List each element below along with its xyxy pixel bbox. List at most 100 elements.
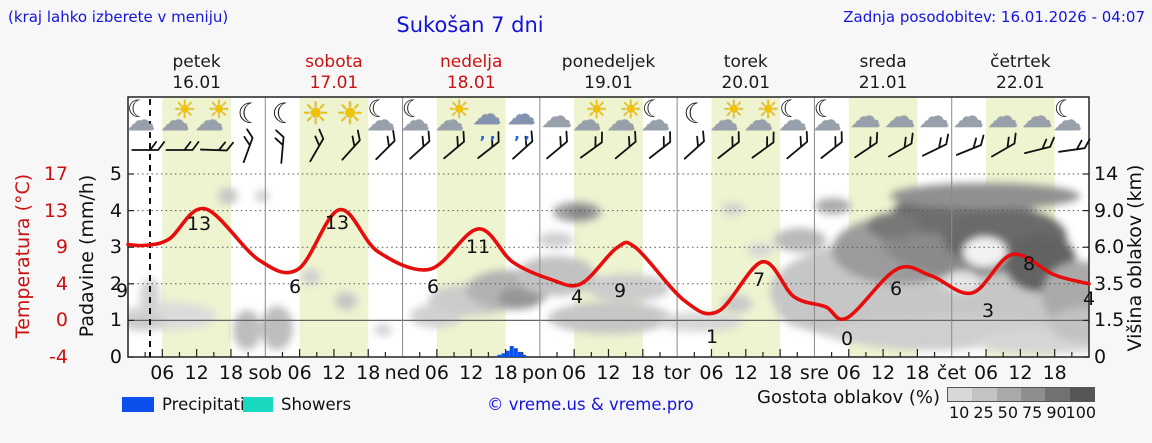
moon-icon: ☾ xyxy=(683,97,709,130)
density-scale-segment xyxy=(972,388,997,401)
cloud-icon: ☁ xyxy=(366,103,396,137)
raindrops-icon: ‚‚ xyxy=(513,124,534,143)
density-scale-segment xyxy=(948,388,973,401)
weather-icon-sun-cloud: ☀ ☁ xyxy=(709,95,747,141)
temp-tick: 4 xyxy=(55,272,68,295)
precip-tick: 4 xyxy=(109,199,122,222)
weather-icon-moon-cloud: ☾ ☁ xyxy=(640,95,678,141)
weather-icon-moon-cloud: ☾ ☁ xyxy=(126,95,163,141)
day-header-petek: petek 16.01 xyxy=(128,52,266,94)
sun-icon: ☀ xyxy=(301,96,330,132)
cloud-tick: 0 xyxy=(1094,346,1107,368)
cloud-density-legend-label: Gostota oblakov (%) xyxy=(757,387,941,408)
moon-icon: ☾ xyxy=(779,95,801,123)
cloud-icon: ☁ xyxy=(194,103,224,137)
day-header-četrtek: četrtek 22.01 xyxy=(951,52,1089,94)
cloud-density-scale xyxy=(947,387,1095,402)
moon-icon: ☾ xyxy=(127,95,149,123)
density-scale-segment xyxy=(1020,388,1046,401)
time-tick-label: 18 xyxy=(356,362,381,384)
cloud-icon: ☁ xyxy=(987,99,1019,135)
weather-icon-moon: ☾ xyxy=(676,99,712,141)
time-tick-label: 18 xyxy=(218,362,244,384)
cloud-icon: ☁ xyxy=(918,99,950,135)
time-tick-label: 12 xyxy=(596,362,621,384)
cloud-icon: ☁ xyxy=(506,97,536,131)
cloud-tick: 3.5 xyxy=(1094,272,1125,295)
time-tick-label: 06 xyxy=(150,362,175,384)
sun-icon: ☀ xyxy=(585,95,608,124)
temp-value-label: 13 xyxy=(186,213,212,235)
sun-icon: ☀ xyxy=(619,95,643,124)
precip-tick: 0 xyxy=(109,346,122,368)
precip-tick: 5 xyxy=(109,163,122,185)
weather-icon-sun-cloud: ☀ ☁ xyxy=(606,95,644,141)
weather-icon-rain: ☁ ‚‚ xyxy=(470,97,506,142)
day-header-torek: torek 20.01 xyxy=(677,52,815,94)
cloud-icon: ☁ xyxy=(472,97,502,131)
weather-icon-sun: ☀ xyxy=(333,99,369,141)
moon-icon: ☾ xyxy=(641,95,664,123)
day-header-nedelja: nedelja 18.01 xyxy=(402,52,540,94)
day-header-sreda: sreda 21.01 xyxy=(814,52,952,94)
time-tick-label: 12 xyxy=(321,362,347,384)
temp-value-label: 8 xyxy=(1022,253,1036,275)
day-header-sobota: sobota 17.01 xyxy=(265,52,403,94)
temp-value-label: 0 xyxy=(840,328,854,350)
moon-icon: ☾ xyxy=(401,95,424,123)
precip-tick: 3 xyxy=(109,236,122,259)
weather-icon-sun-cloud: ☀ ☁ xyxy=(194,97,232,141)
cloud-icon: ☁ xyxy=(541,99,573,135)
time-tick-label: 06 xyxy=(562,362,587,384)
cloud-icon: ☁ xyxy=(743,103,773,137)
weather-icon-cloud: ☁ xyxy=(848,99,884,141)
time-tick-label: ned xyxy=(384,362,421,384)
temp-value-label: 13 xyxy=(324,212,350,234)
sun-icon: ☀ xyxy=(336,96,364,132)
cloud-icon: ☁ xyxy=(400,103,430,137)
temp-value-label: 11 xyxy=(465,236,491,258)
time-tick-label: 12 xyxy=(1008,362,1033,384)
moon-icon: ☾ xyxy=(237,97,263,130)
day-date: 17.01 xyxy=(309,73,359,93)
weather-icon-cloud: ☁ xyxy=(951,99,987,141)
density-tick-label: 90 xyxy=(1046,403,1067,422)
sun-icon: ☀ xyxy=(756,95,780,124)
day-date: 16.01 xyxy=(172,73,221,93)
weather-icon-moon-cloud: ☾ ☁ xyxy=(1053,97,1090,141)
cloud-icon: ☁ xyxy=(126,103,156,137)
density-tick-label: 50 xyxy=(997,403,1019,422)
cloud-icon: ☁ xyxy=(709,103,739,137)
temp-value-label: 4 xyxy=(570,286,584,308)
day-header-ponedeljek: ponedeljek 19.01 xyxy=(540,52,678,94)
weather-icon-cloud: ☁ xyxy=(882,99,918,141)
density-tick-label: 10 xyxy=(948,403,970,422)
cloud-icon: ☁ xyxy=(640,103,670,137)
time-tick-label: 12 xyxy=(184,362,209,384)
density-tick-label: 25 xyxy=(973,403,994,422)
sun-icon: ☀ xyxy=(722,95,746,124)
moon-icon: ☾ xyxy=(813,95,836,123)
density-tick-label: 75 xyxy=(1021,403,1043,422)
showers-swatch xyxy=(243,397,273,412)
temp-value-label: 6 xyxy=(288,276,302,298)
weather-icon-moon: ☾ xyxy=(230,99,266,141)
time-tick-label: 18 xyxy=(768,362,793,384)
showers-legend-label: Showers xyxy=(281,395,352,414)
cloud-tick: 9.0 xyxy=(1094,199,1125,222)
cloud-icon: ☁ xyxy=(606,103,636,137)
moon-icon: ☾ xyxy=(271,97,297,130)
time-tick-label: 06 xyxy=(287,362,312,384)
weather-icon-moon-cloud: ☾ ☁ xyxy=(812,95,850,141)
time-tick-label: 18 xyxy=(905,362,930,384)
moon-icon: ☾ xyxy=(367,95,389,123)
time-tick-label: pon xyxy=(521,362,558,384)
temp-tick: 17 xyxy=(43,163,68,185)
cloud-icon: ☁ xyxy=(812,103,842,137)
time-tick-label: 18 xyxy=(493,362,518,384)
day-name: četrtek xyxy=(990,52,1051,72)
temp-tick: 13 xyxy=(43,199,68,222)
cloud-tick: 14 xyxy=(1094,163,1119,185)
credit-link[interactable]: © vreme.us & vreme.pro xyxy=(487,395,694,414)
